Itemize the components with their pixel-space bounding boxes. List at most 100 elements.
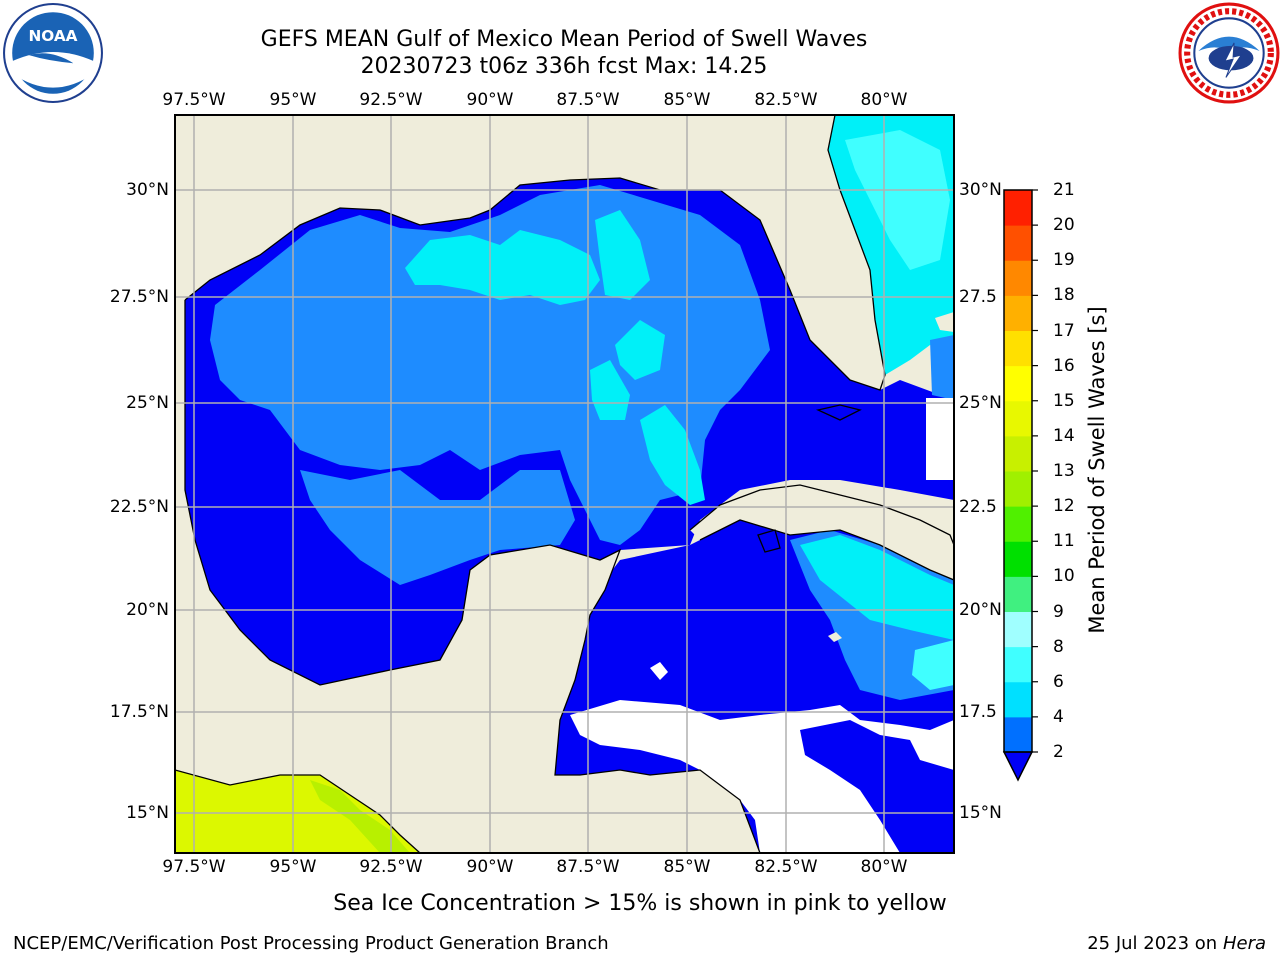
- lon-label-top: 87.5°W: [556, 90, 620, 110]
- lon-label-top: 80°W: [860, 90, 908, 110]
- colorbar-tick-label: 13: [1053, 461, 1075, 481]
- colorbar-segment: [1004, 295, 1032, 331]
- colorbar-tick-label: 17: [1053, 320, 1075, 341]
- lat-label-right: 30°N: [959, 180, 1002, 200]
- lon-label-bottom: 97.5°W: [162, 857, 226, 877]
- colorbar-segment: [1004, 330, 1032, 367]
- missing-data-east: [926, 398, 954, 480]
- colorbar-segment: [1004, 716, 1032, 753]
- colorbar-tick-label: 18: [1053, 285, 1075, 306]
- lat-label-left: 15°N: [126, 803, 169, 823]
- lat-label-right: 25°N: [959, 393, 1002, 413]
- colorbar-segment: [1004, 611, 1032, 648]
- lon-label-top: 90°W: [466, 90, 514, 110]
- ice-note: Sea Ice Concentration > 15% is shown in …: [333, 891, 947, 916]
- lon-label-bottom: 95°W: [269, 857, 317, 877]
- footer-host: Hera: [1222, 933, 1266, 954]
- lon-label-bottom: 92.5°W: [359, 857, 423, 877]
- caribbean-sea-cyan-2: [912, 640, 954, 690]
- colorbar-extend-arrow: [1002, 751, 1034, 782]
- lon-label-top: 82.5°W: [754, 90, 818, 110]
- colorbar-segment: [1004, 471, 1032, 507]
- lat-label-left: 17.5°N: [109, 702, 169, 722]
- colorbar-tick-label: 2: [1053, 742, 1064, 762]
- lat-label-left: 27.5°N: [109, 287, 169, 307]
- colorbar-tick-label: 15: [1053, 390, 1075, 411]
- lat-label-left: 20°N: [126, 600, 169, 620]
- lon-label-top: 97.5°W: [162, 90, 226, 110]
- colorbar-tick-label: 19: [1053, 250, 1075, 271]
- colorbar: [1002, 189, 1038, 782]
- lon-label-bottom: 82.5°W: [754, 857, 818, 877]
- land-yucatan: [465, 545, 620, 720]
- colorbar-segment: [1004, 435, 1032, 472]
- pacific-sea: [175, 770, 420, 853]
- lat-label-left: 30°N: [126, 180, 169, 200]
- footer-date-text: 25 Jul 2023 on: [1087, 933, 1223, 954]
- lon-label-bottom: 87.5°W: [556, 857, 620, 877]
- lat-label-right: 20°N: [959, 600, 1002, 620]
- colorbar-title: Mean Period of Swell Waves [s]: [1085, 306, 1109, 634]
- lon-label-bottom: 90°W: [466, 857, 514, 877]
- atlantic-sea-light: [845, 130, 950, 270]
- gulf-sea-cyan-2: [595, 210, 650, 300]
- land-cuba: [690, 485, 954, 580]
- colorbar-segment: [1004, 225, 1032, 261]
- gulf-sea-cyan-5: [640, 405, 705, 505]
- colorbar-segment: [1004, 681, 1032, 718]
- colorbar-tick-label: 20: [1053, 215, 1075, 236]
- gridlines: [175, 115, 954, 853]
- colorbar-segment: [1004, 541, 1032, 577]
- atlantic-sea-blue: [930, 335, 954, 400]
- colorbar-tick-label: 6: [1053, 671, 1064, 692]
- colorbar-segment: [1004, 646, 1032, 683]
- colorbar-segment: [1004, 260, 1032, 296]
- colorbar-tick-label: 10: [1053, 566, 1075, 587]
- colorbar-tick-label: 21: [1053, 180, 1075, 200]
- colorbar-tick-label: 8: [1053, 636, 1064, 657]
- lon-label-top: 85°W: [663, 90, 711, 110]
- gulf-sea-cyan-4: [590, 360, 630, 420]
- colorbar-tick-label: 12: [1053, 496, 1075, 517]
- land-jamaica: [828, 632, 842, 642]
- land-us: [175, 115, 885, 390]
- missing-data-blob: [650, 662, 668, 680]
- lon-label-bottom: 80°W: [860, 857, 908, 877]
- colorbar-tick-label: 14: [1053, 425, 1075, 446]
- pacific-sea-green: [310, 780, 410, 853]
- caribbean-sea-cyan: [800, 535, 954, 640]
- colorbar-segment: [1004, 365, 1032, 402]
- caribbean-sea-south: [800, 720, 954, 853]
- footer-credit: NCEP/EMC/Verification Post Processing Pr…: [13, 933, 609, 954]
- map-frame: [174, 114, 955, 854]
- noaa-logo: NOAA: [3, 3, 103, 103]
- lat-label-right: 15°N: [959, 803, 1002, 823]
- colorbar-segment: [1004, 576, 1032, 612]
- colorbar-segment: [1004, 190, 1032, 226]
- lon-label-bottom: 85°W: [663, 857, 711, 877]
- gulf-sea-cyan-3: [615, 320, 665, 380]
- colorbar-tick-label: 9: [1053, 601, 1064, 622]
- nws-logo: [1178, 2, 1280, 104]
- land-mexico: [175, 115, 760, 853]
- lat-label-left: 25°N: [126, 393, 169, 413]
- colorbar-segment: [1004, 400, 1032, 437]
- lat-label-left: 22.5°N: [109, 497, 169, 517]
- gulf-sea-cyan-1: [405, 230, 600, 305]
- lat-label-right: 22.5: [959, 497, 997, 517]
- lat-label-right: 27.5: [959, 287, 997, 307]
- lon-label-top: 92.5°W: [359, 90, 423, 110]
- colorbar-segment: [1004, 506, 1032, 542]
- gulf-sea-mid-south: [300, 470, 575, 585]
- lat-label-right: 17.5: [959, 702, 997, 722]
- colorbar-tick-label: 4: [1053, 706, 1064, 727]
- footer-date: 25 Jul 2023 on Hera: [1087, 933, 1266, 954]
- land-bahamas: [935, 312, 954, 332]
- lon-label-top: 95°W: [269, 90, 317, 110]
- colorbar-tick-label: 16: [1053, 355, 1075, 376]
- colorbar-tick-label: 11: [1053, 531, 1075, 552]
- svg-text:NOAA: NOAA: [28, 27, 77, 45]
- chart-title: GEFS MEAN Gulf of Mexico Mean Period of …: [260, 27, 868, 52]
- chart-subtitle: 20230723 t06z 336h fcst Max: 14.25: [360, 54, 768, 79]
